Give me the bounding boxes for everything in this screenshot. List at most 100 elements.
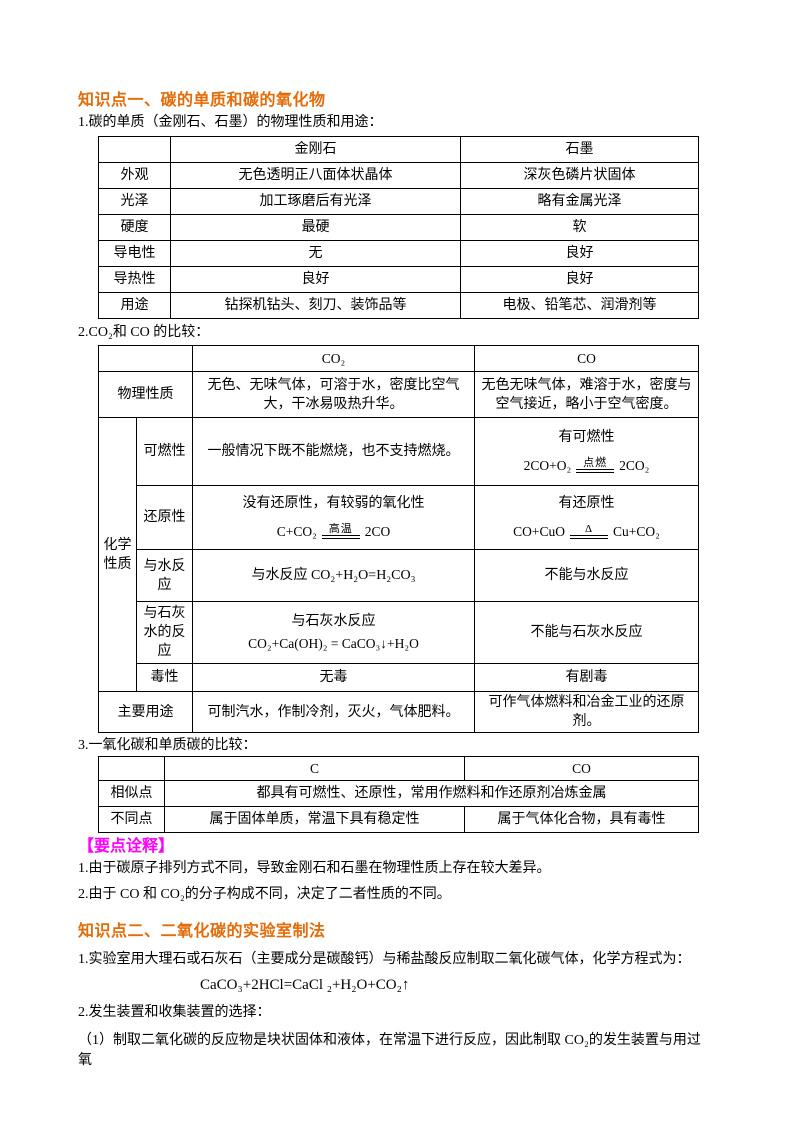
- row-label-cell: 外观: [98, 162, 171, 189]
- section1-heading: 知识点一、碳的单质和碳的氧化物: [78, 92, 326, 109]
- equation-rhs: 2CO₂: [619, 457, 650, 473]
- section2-para1: 1.实验室用大理石或石灰石（主要成分是碳酸钙）与稀盐酸反应制取二氧化碳气体，化学…: [78, 952, 691, 967]
- section1-intro3: 3.一氧化碳和单质碳的比较：: [78, 738, 257, 753]
- chemical-equation: 2CO+O₂ 点燃 2CO₂: [478, 456, 695, 476]
- chemical-equation: CO₂+Ca(OH)₂ = CaCO₃↓+H₂O: [248, 636, 419, 651]
- data-cell: 电极、铅笔芯、润滑剂等: [460, 292, 699, 319]
- data-cell: 良好: [170, 266, 461, 293]
- column-header-co: CO: [464, 756, 699, 781]
- row-label-cell: 相似点: [98, 780, 165, 807]
- equation-lhs: CO+CuO: [513, 523, 566, 539]
- equation-lhs: C+CO₂: [276, 523, 317, 539]
- data-cell: 良好: [460, 266, 699, 293]
- table-row: 外观 无色透明正八面体状晶体 深灰色磷片状固体: [98, 162, 699, 189]
- physical-properties-row: 物理性质 无色、无味气体，可溶于水，密度比空气大，干冰易吸热升华。 无色无味气体…: [98, 371, 699, 418]
- differences-row: 不同点 属于固体单质，常温下具有稳定性 属于气体化合物，具有毒性: [98, 806, 699, 833]
- reaction-condition: 点燃: [576, 457, 615, 473]
- main-uses-row: 主要用途 可制汽水，作制冷剂，灭火，气体肥料。 可作气体燃料和冶金工业的还原剂。: [98, 691, 699, 733]
- data-cell: 钻探机钻头、刻刀、装饰品等: [170, 292, 461, 319]
- document-content: 知识点一、碳的单质和碳的氧化物 1.碳的单质（金刚石、石墨）的物理性质和用途： …: [78, 92, 701, 1068]
- row-label-cell: 导热性: [98, 266, 171, 293]
- data-cell: 属于气体化合物，具有毒性: [464, 806, 699, 833]
- chemical-equation: CO+CuO Δ Cu+CO₂: [478, 522, 695, 542]
- data-cell: 不能与石灰水反应: [474, 601, 699, 664]
- column-header-c: C: [164, 756, 465, 781]
- row-label-cell: 导电性: [98, 240, 171, 267]
- data-cell: 可作气体燃料和冶金工业的还原剂。: [474, 691, 699, 733]
- row-label-cell: 物理性质: [98, 371, 193, 418]
- table-row: 导电性 无 良好: [98, 240, 699, 267]
- property-text: 有可燃性: [558, 429, 615, 445]
- data-cell: 加工琢磨后有光泽: [170, 188, 461, 215]
- column-header-graphite: 石墨: [460, 136, 699, 163]
- column-header-co: CO: [474, 345, 699, 372]
- key-point-item: 1.由于碳原子排列方式不同，导致金刚石和石墨在物理性质上存在较大差异。: [78, 861, 551, 876]
- data-cell: 无色透明正八面体状晶体: [170, 162, 461, 189]
- table-row: 用途 钻探机钻头、刻刀、装饰品等 电极、铅笔芯、润滑剂等: [98, 292, 699, 319]
- data-cell: 与石灰水反应 CO₂+Ca(OH)₂ = CaCO₃↓+H₂O: [192, 601, 475, 664]
- row-label-cell: 用途: [98, 292, 171, 319]
- section1-intro2: 2.CO₂和 CO 的比较：: [78, 325, 210, 340]
- property-text: 有还原性: [558, 495, 615, 511]
- data-cell: 有剧毒: [474, 663, 699, 692]
- table-header-row: 金刚石 石墨: [98, 136, 699, 163]
- data-cell: 不能与水反应: [474, 549, 699, 602]
- reaction-condition-delta: Δ: [570, 523, 609, 539]
- property-text: 与石灰水反应: [291, 614, 376, 629]
- corner-cell: [98, 136, 171, 163]
- data-cell: 无: [170, 240, 461, 267]
- data-cell: 有还原性 CO+CuO Δ Cu+CO₂: [474, 485, 699, 550]
- corner-cell: [98, 756, 165, 781]
- data-cell: 没有还原性，有较弱的氧化性 C+CO₂ 高温 2CO: [192, 485, 475, 550]
- double-line-equals: [321, 535, 360, 539]
- column-header-diamond: 金刚石: [170, 136, 461, 163]
- row-label-cell: 不同点: [98, 806, 165, 833]
- equation-rhs: 2CO: [364, 523, 391, 539]
- data-cell: 有可燃性 2CO+O₂ 点燃 2CO₂: [474, 417, 699, 486]
- section1-intro1: 1.碳的单质（金刚石、石墨）的物理性质和用途：: [78, 115, 383, 130]
- chemical-properties-group-label: 化学性质: [98, 417, 137, 692]
- row-label-cell: 可燃性: [136, 417, 193, 486]
- similarities-row: 相似点 都具有可燃性、还原性，常用作燃料和作还原剂冶炼金属: [98, 780, 699, 807]
- row-label-cell: 与石灰水的反应: [136, 601, 193, 664]
- data-cell: 与水反应 CO₂+H₂O=H₂CO₃: [192, 549, 475, 602]
- data-cell: 最硬: [170, 214, 461, 241]
- data-cell: 略有金属光泽: [460, 188, 699, 215]
- data-cell: 可制汽水，作制冷剂，灭火，气体肥料。: [192, 691, 475, 733]
- reaction-condition: 高温: [321, 523, 360, 539]
- section2-para2: 2.发生装置和收集装置的选择：: [78, 1005, 271, 1020]
- table-row: 导热性 良好 良好: [98, 266, 699, 293]
- reducibility-row: 还原性 没有还原性，有较弱的氧化性 C+CO₂ 高温 2CO 有还原性: [99, 485, 699, 550]
- section2-heading: 知识点二、二氧化碳的实验室制法: [78, 923, 326, 940]
- corner-cell: [98, 345, 193, 372]
- row-label-cell: 还原性: [136, 485, 193, 550]
- row-label-cell: 主要用途: [98, 691, 193, 733]
- table-header-row: C CO: [98, 756, 699, 781]
- equation-lhs: 2CO+O₂: [523, 457, 572, 473]
- section2-para3: （1）制取二氧化碳的反应物是块状固体和液体，在常温下进行反应，因此制取 CO₂的…: [78, 1033, 701, 1068]
- data-cell: 无色无味气体，难溶于水，密度与空气接近，略小于空气密度。: [474, 371, 699, 418]
- row-label-cell: 与水反应: [136, 549, 193, 602]
- data-cell: 属于固体单质，常温下具有稳定性: [164, 806, 465, 833]
- double-line-equals: [576, 469, 615, 473]
- table-header-row: CO₂ CO: [98, 345, 699, 372]
- data-cell: 软: [460, 214, 699, 241]
- co-vs-carbon-table: C CO 相似点 都具有可燃性、还原性，常用作燃料和作还原剂冶炼金属 不同点 属…: [98, 756, 699, 833]
- data-cell: 无毒: [192, 663, 475, 692]
- data-cell: 深灰色磷片状固体: [460, 162, 699, 189]
- flammability-row: 化学性质 可燃性 一般情况下既不能燃烧，也不支持燃烧。 有可燃性 2CO+O₂ …: [98, 417, 699, 692]
- column-header-co2: CO₂: [192, 345, 475, 372]
- carbon-allotropes-table: 金刚石 石墨 外观 无色透明正八面体状晶体 深灰色磷片状固体 光泽 加工琢磨后有…: [98, 136, 699, 319]
- caco3-hcl-equation: CaCO₃+2HCl=CaCl ₂+H₂O+CO₂↑: [200, 977, 410, 993]
- table-row: 光泽 加工琢磨后有光泽 略有金属光泽: [98, 188, 699, 215]
- equation-rhs: Cu+CO₂: [613, 523, 660, 539]
- row-label-cell: 光泽: [98, 188, 171, 215]
- key-point-item: 2.由于 CO 和 CO₂的分子构成不同，决定了二者性质的不同。: [78, 887, 451, 902]
- row-label-cell: 毒性: [136, 663, 193, 692]
- data-cell: 良好: [460, 240, 699, 267]
- data-cell: 都具有可燃性、还原性，常用作燃料和作还原剂冶炼金属: [164, 780, 699, 807]
- toxicity-row: 毒性 无毒 有剧毒: [99, 663, 699, 692]
- double-line-equals: [570, 535, 609, 539]
- water-reaction-row: 与水反应 与水反应 CO₂+H₂O=H₂CO₃ 不能与水反应: [99, 549, 699, 602]
